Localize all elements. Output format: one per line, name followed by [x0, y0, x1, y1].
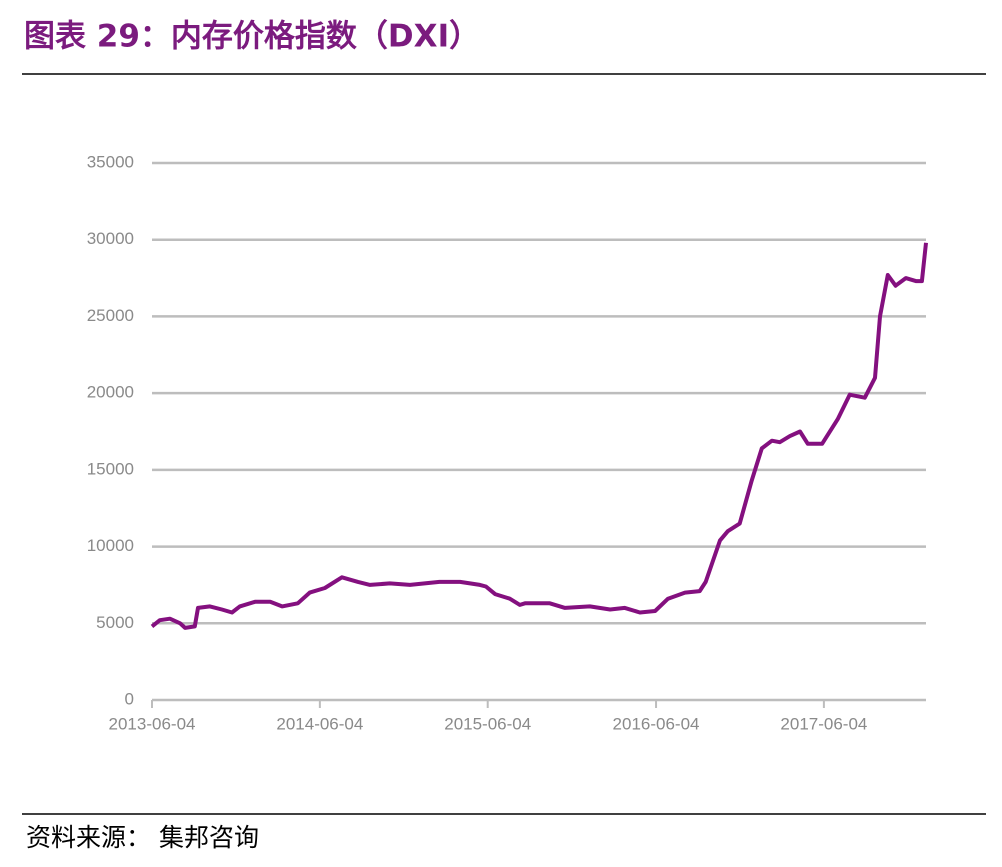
x-tick-label: 2014-06-04 [276, 714, 363, 733]
x-tick-label: 2017-06-04 [780, 714, 867, 733]
y-tick-label: 35000 [87, 152, 134, 171]
y-tick-label: 20000 [87, 383, 134, 402]
y-tick-label: 0 [125, 689, 134, 708]
y-tick-label: 25000 [87, 306, 134, 325]
x-tick-label: 2016-06-04 [613, 714, 700, 733]
x-tick-label: 2015-06-04 [444, 714, 531, 733]
x-tick-label: 2013-06-04 [109, 714, 196, 733]
source-note: 资料来源： 集邦咨询 [26, 823, 259, 852]
data-line [150, 242, 928, 630]
chart-title: 图表 29：内存价格指数（DXI） [24, 19, 480, 55]
y-tick-label: 10000 [87, 536, 134, 555]
y-tick-label: 30000 [87, 229, 134, 248]
y-tick-label: 5000 [96, 613, 134, 632]
y-tick-label: 15000 [87, 459, 134, 478]
